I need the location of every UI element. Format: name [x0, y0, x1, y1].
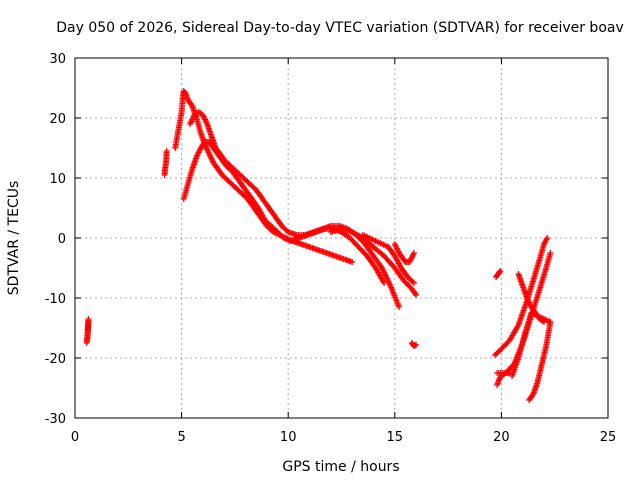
data-point [544, 235, 551, 241]
data-point [547, 319, 554, 325]
data-point [396, 304, 403, 310]
data-point [496, 269, 503, 275]
x-tick-label: 0 [71, 430, 79, 445]
grid [75, 58, 608, 418]
data-point [163, 148, 170, 154]
x-tick-label: 25 [600, 430, 617, 445]
data-point [547, 250, 554, 256]
x-tick-label: 10 [280, 430, 297, 445]
y-tick-label: 30 [49, 52, 66, 67]
y-axis-label: SDTVAR / TECUs [6, 181, 22, 296]
x-axis-label: GPS time / hours [282, 459, 399, 475]
y-tick-label: 10 [49, 172, 66, 187]
data-point [541, 319, 547, 325]
data-point [411, 250, 417, 256]
y-tick-label: -20 [45, 352, 66, 367]
y-tick-label: 20 [49, 112, 66, 127]
data-point [413, 292, 420, 298]
y-tick-label: 0 [58, 232, 66, 247]
x-tick-label: 15 [387, 430, 404, 445]
data-point [349, 259, 356, 265]
axis-ticks: 0 5 10 15 20 25 -30 -20 -10 0 10 20 30 [45, 52, 617, 445]
data-point [413, 341, 420, 348]
y-tick-label: -10 [45, 292, 66, 307]
data-point [412, 290, 419, 297]
data-point [409, 278, 416, 285]
x-tick-label: 5 [177, 430, 185, 445]
y-tick-label: -30 [45, 412, 66, 427]
data-point [84, 337, 91, 343]
x-tick-label: 20 [493, 430, 510, 445]
data-point [497, 268, 504, 274]
chart-title: Day 050 of 2026, Sidereal Day-to-day VTE… [56, 20, 624, 36]
data-points [83, 88, 554, 403]
data-point [411, 280, 417, 286]
